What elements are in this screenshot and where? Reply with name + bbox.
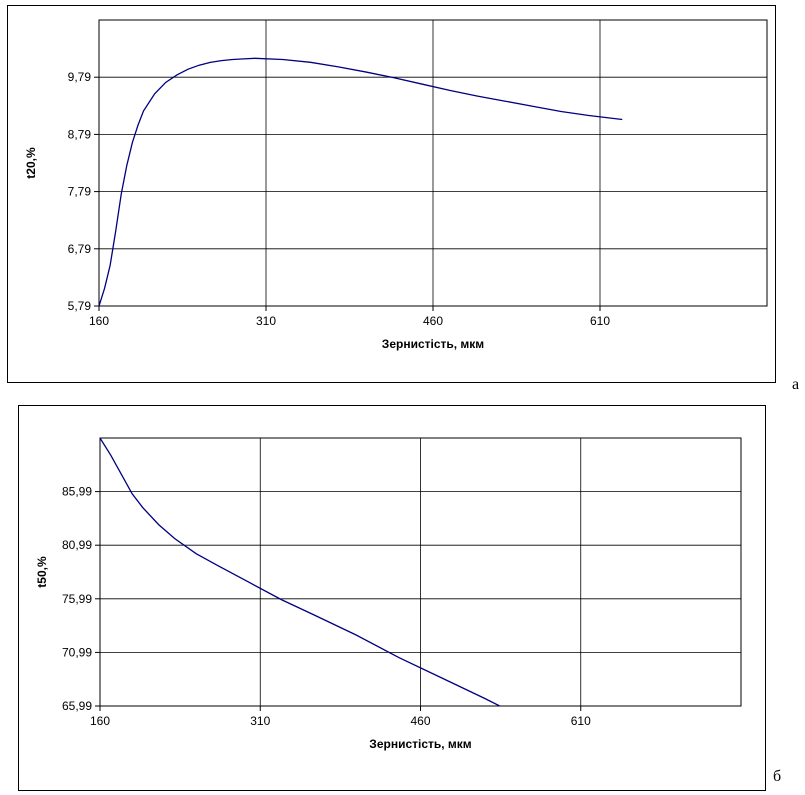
b-y-tick-label: 70,99 [62,645,92,659]
a-y-tick-label: 8,79 [68,127,92,141]
chart-b-y-axis-title: t50,% [35,556,49,588]
chart-b-frame: 65,99 70,99 75,99 80,99 85,99 160 310 460 610 З… [18,405,766,791]
b-x-tick-label: 160 [90,714,110,728]
panel-label-a: а [792,376,800,393]
a-x-tick-label: 610 [590,314,610,328]
chart-b-grid [95,437,742,711]
panel-label-b: б [773,768,782,785]
chart-a-frame: 5,79 6,79 7,79 8,79 9,79 160 310 460 610 Зернис… [7,5,776,383]
chart-a-y-tick-labels: 5,79 6,79 7,79 8,79 9,79 [68,70,92,313]
a-y-tick-label: 6,79 [68,242,92,256]
chart-b-series-line [100,438,502,706]
b-y-tick-label: 75,99 [62,592,92,606]
chart-a-x-tick-labels: 160 310 460 610 [89,314,610,328]
b-x-tick-label: 610 [571,714,591,728]
b-x-tick-label: 310 [250,714,270,728]
chart-a-series-line [99,57,623,306]
a-y-tick-label: 7,79 [68,185,92,199]
chart-a-y-axis-title: t20,% [24,147,38,179]
a-x-tick-label: 460 [423,314,443,328]
a-x-tick-label: 160 [89,314,109,328]
chart-b-x-tick-labels: 160 310 460 610 [90,714,591,728]
chart-b-x-axis-title: Зернистість, мкм [369,737,472,751]
b-y-tick-label: 85,99 [62,485,92,499]
chart-a-grid [94,19,768,311]
chart-b: 65,99 70,99 75,99 80,99 85,99 160 310 460 610 З… [35,437,742,751]
b-y-tick-label: 80,99 [62,538,92,552]
a-y-tick-label: 5,79 [68,299,92,313]
a-x-tick-label: 310 [256,314,276,328]
a-y-tick-label: 9,79 [68,70,92,84]
b-x-tick-label: 460 [410,714,430,728]
b-y-tick-label: 65,99 [62,699,92,713]
chart-a: 5,79 6,79 7,79 8,79 9,79 160 310 460 610 Зернис… [24,19,768,351]
chart-a-x-axis-title: Зернистість, мкм [382,337,485,351]
chart-b-y-tick-labels: 65,99 70,99 75,99 80,99 85,99 [62,485,92,713]
